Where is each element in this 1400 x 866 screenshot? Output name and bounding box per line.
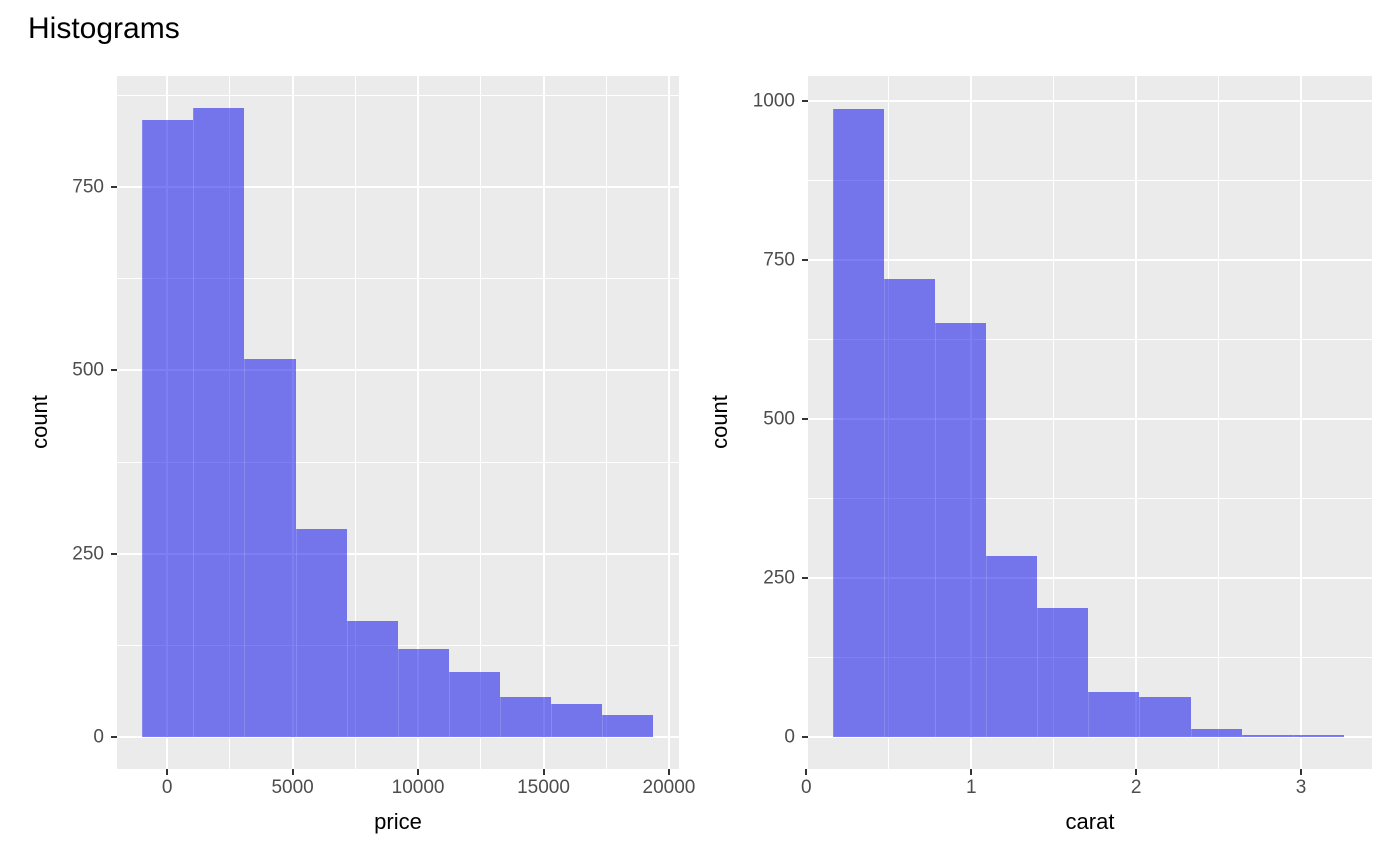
y-tick-mark <box>111 185 117 188</box>
histogram-bar <box>602 715 654 738</box>
gridline-y-minor <box>117 461 679 463</box>
y-tick-label: 250 <box>72 543 104 565</box>
histogram-bar <box>1037 608 1089 737</box>
y-tick-mark <box>802 735 808 738</box>
gridline-x-minor <box>354 76 356 769</box>
x-tick-label: 20000 <box>642 777 696 798</box>
x-tick-mark <box>166 769 169 775</box>
x-tick-mark <box>1135 769 1138 775</box>
histogram-bar <box>1190 728 1242 737</box>
histogram-bar <box>551 703 603 738</box>
gridline-y-major <box>808 418 1372 420</box>
histogram-bar <box>295 528 347 738</box>
y-tick-mark <box>111 552 117 555</box>
y-tick-label: 250 <box>763 567 795 589</box>
histogram-bar <box>244 358 296 738</box>
histogram-bar <box>986 556 1038 737</box>
y-tick-label: 0 <box>784 726 795 748</box>
x-tick-label: 3 <box>1295 777 1307 798</box>
gridline-y-major <box>808 259 1372 262</box>
x-tick-label: 10000 <box>391 777 445 798</box>
histogram-bar <box>346 621 398 738</box>
gridline-x-minor <box>1053 76 1055 769</box>
gridline-y-major <box>117 185 679 188</box>
panel-price <box>117 76 679 769</box>
gridline-x-minor <box>480 76 482 769</box>
x-axis-title-carat: carat <box>1065 809 1115 834</box>
gridline-y-minor <box>117 645 679 647</box>
gridline-y-major <box>117 369 679 372</box>
gridline-x-major <box>667 76 670 769</box>
histogram-bar <box>1292 735 1344 737</box>
x-tick-label: 1 <box>965 777 977 798</box>
x-tick-mark <box>542 769 545 775</box>
gridline-x-minor <box>1218 76 1220 769</box>
histogram-bar <box>1241 735 1293 737</box>
y-tick-mark <box>802 100 808 103</box>
gridline-y-minor <box>808 497 1372 499</box>
gridline-y-minor <box>808 339 1372 341</box>
gridline-x-major <box>542 76 545 769</box>
histogram-bar <box>832 109 884 737</box>
gridline-y-major <box>117 736 679 739</box>
y-tick-label: 1000 <box>752 90 795 112</box>
gridline-x-major <box>1135 76 1138 769</box>
gridline-y-major <box>808 576 1372 579</box>
x-tick-label: 0 <box>161 777 173 798</box>
y-tick-label: 750 <box>72 176 104 198</box>
x-tick-mark <box>805 769 808 775</box>
histogram-bar <box>193 108 245 738</box>
gridline-x-major <box>417 76 420 769</box>
histogram-bar <box>448 672 500 738</box>
y-tick-mark <box>802 418 808 420</box>
x-tick-label: 0 <box>801 777 812 798</box>
gridline-x-minor <box>605 76 607 769</box>
y-tick-mark <box>802 576 808 579</box>
histogram-bar <box>883 278 935 737</box>
x-axis-title-price: price <box>374 809 422 834</box>
y-tick-label: 500 <box>72 359 104 381</box>
gridline-y-major <box>808 735 1372 738</box>
histogram-bar <box>1088 691 1140 737</box>
y-tick-label: 750 <box>763 249 795 271</box>
x-tick-mark <box>667 769 670 775</box>
gridline-y-minor <box>117 278 679 280</box>
histogram-bar <box>397 649 449 738</box>
plot-title: Histograms <box>28 12 180 45</box>
x-tick-mark <box>417 769 420 775</box>
gridline-y-minor <box>117 94 679 96</box>
y-tick-mark <box>111 736 117 739</box>
x-tick-label: 5000 <box>271 777 314 798</box>
y-tick-mark <box>111 369 117 372</box>
x-tick-mark <box>970 769 973 775</box>
histogram-bar <box>499 697 552 738</box>
x-tick-label: 15000 <box>517 777 570 798</box>
y-tick-label: 0 <box>93 726 104 748</box>
gridline-y-minor <box>808 180 1372 182</box>
x-tick-label: 2 <box>1130 777 1142 798</box>
gridline-y-major <box>808 100 1372 103</box>
y-axis-title-price: count <box>27 395 52 449</box>
gridline-y-major <box>117 552 679 555</box>
histogram-bar <box>1139 697 1191 737</box>
panel-carat <box>808 76 1372 769</box>
gridline-y-minor <box>808 656 1372 658</box>
gridline-x-major <box>1300 76 1303 769</box>
y-tick-mark <box>802 259 808 262</box>
histogram-bar <box>934 323 987 737</box>
y-tick-label: 500 <box>763 408 795 430</box>
histogram-bar <box>142 120 194 738</box>
x-tick-mark <box>1300 769 1303 775</box>
x-tick-mark <box>291 769 294 775</box>
